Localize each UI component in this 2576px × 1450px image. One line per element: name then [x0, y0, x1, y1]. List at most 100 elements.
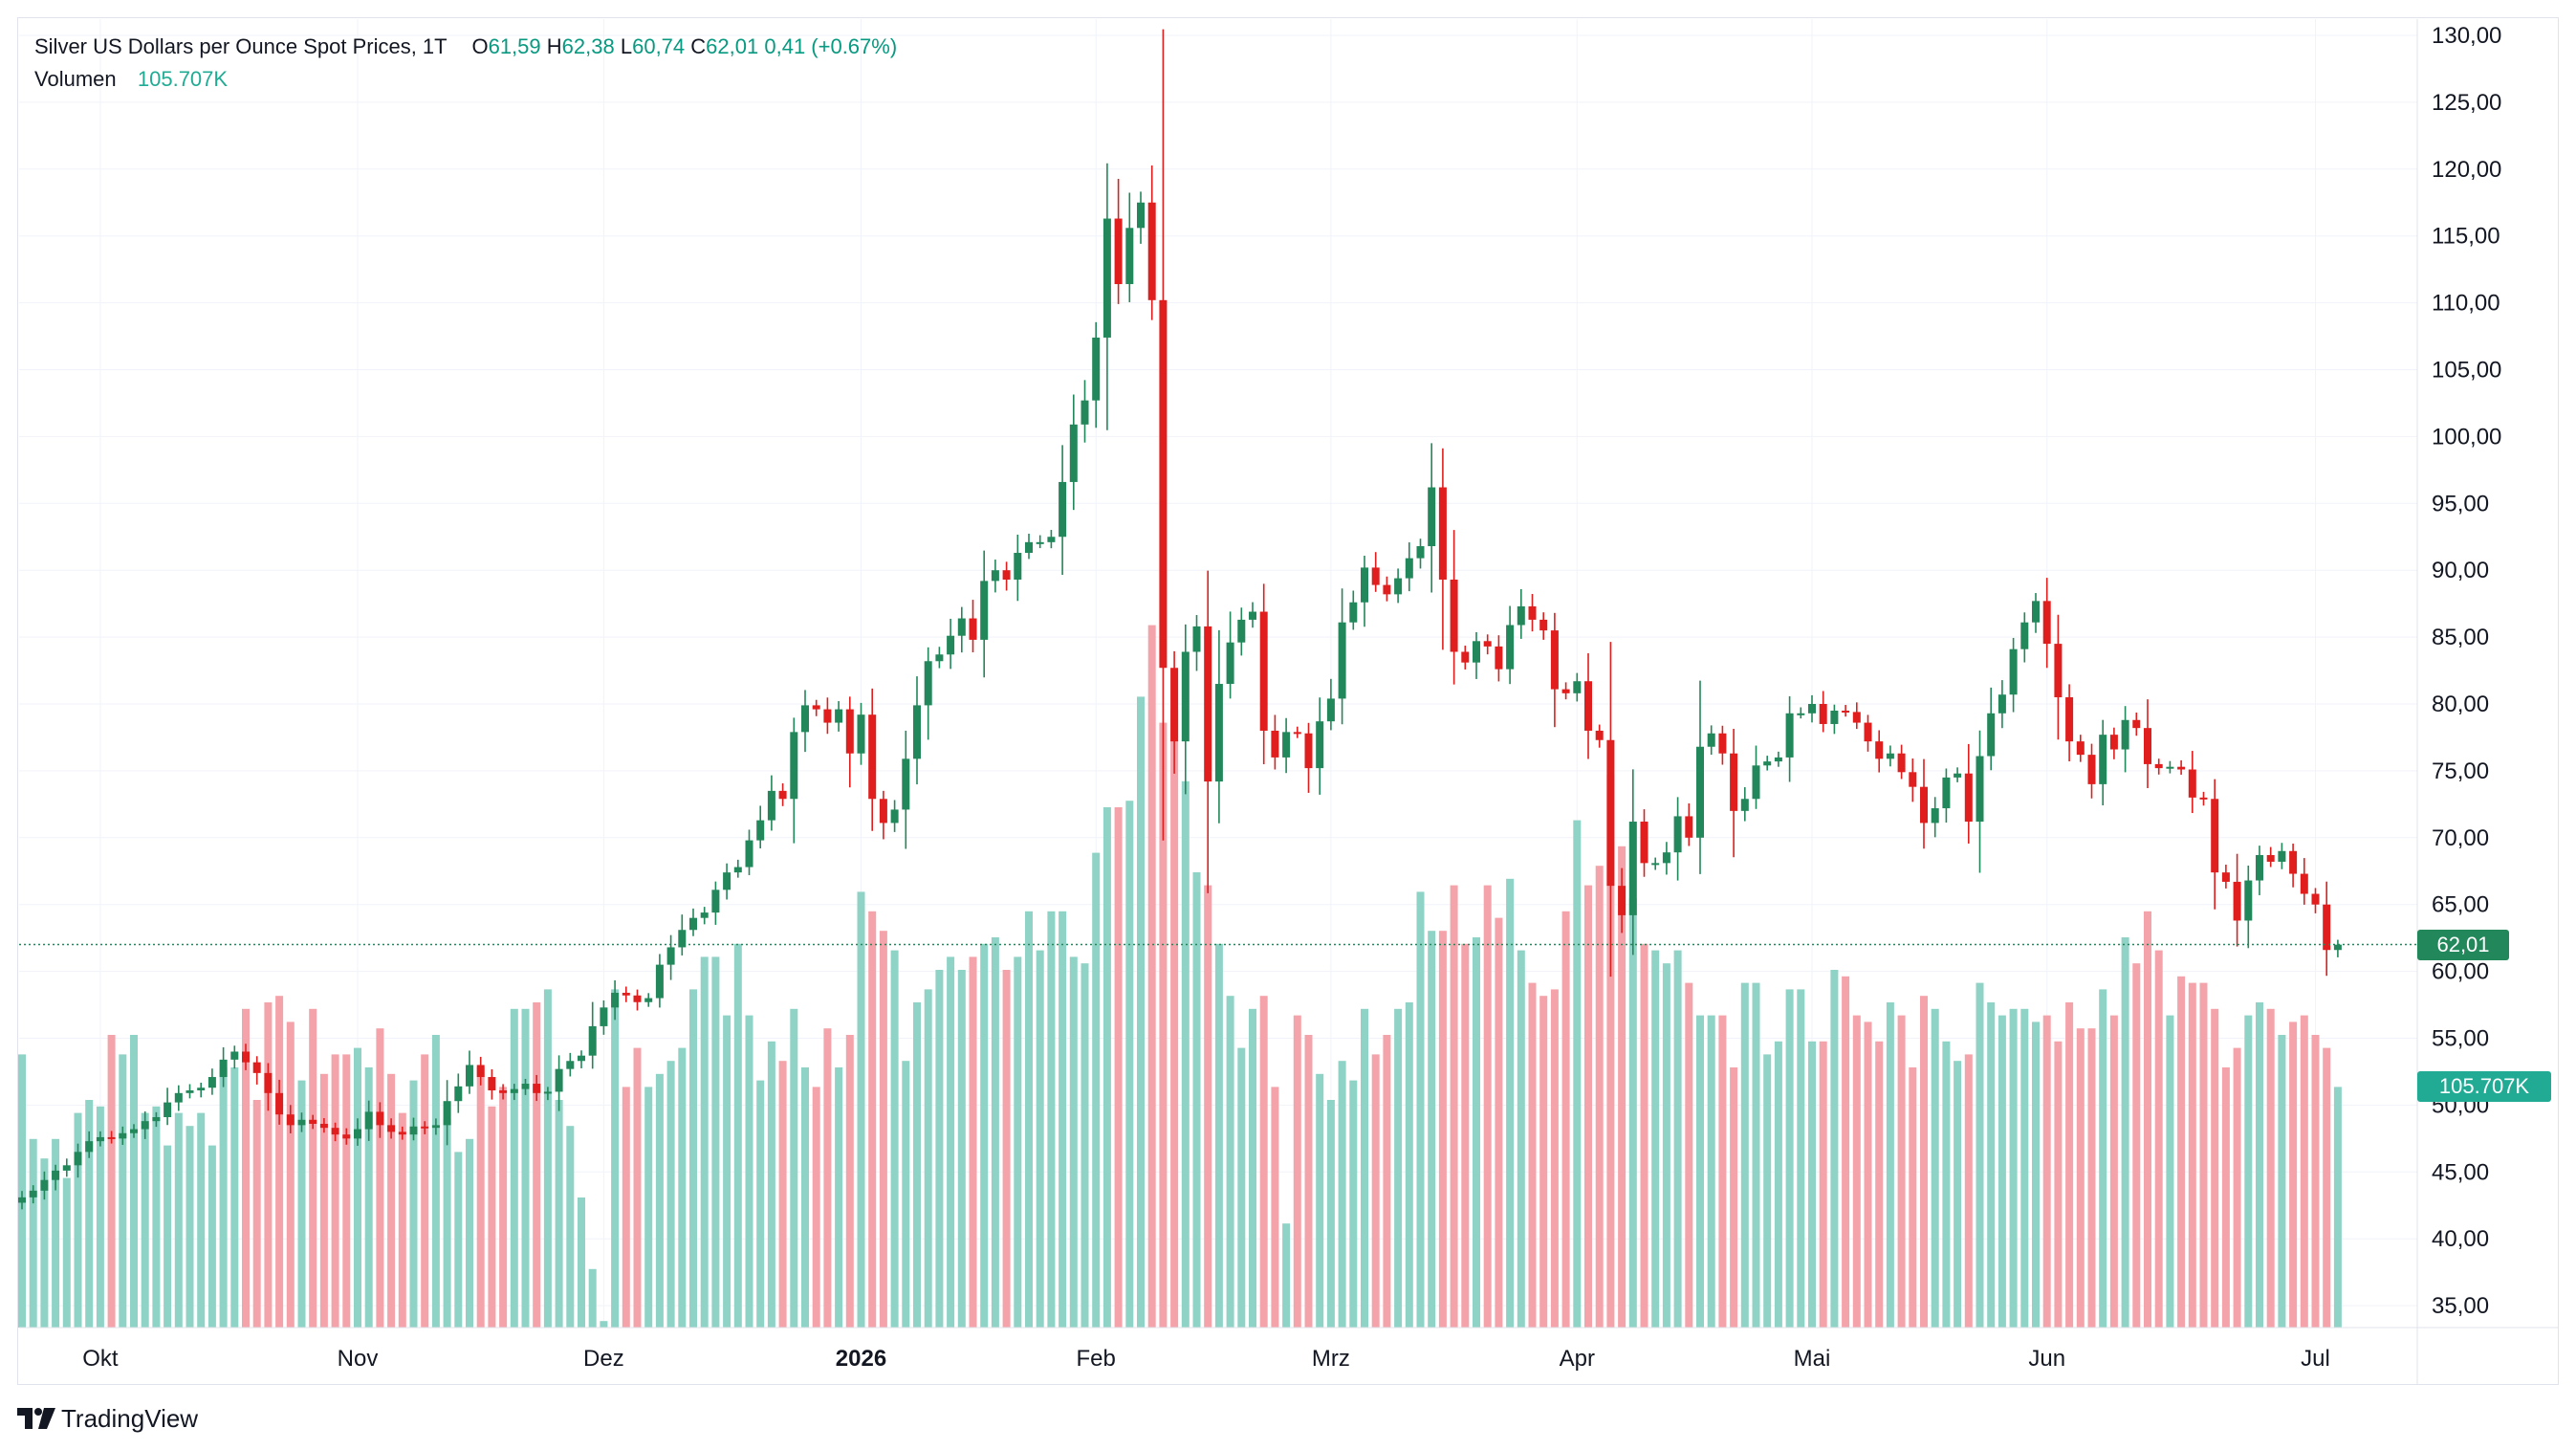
volume-bar: [902, 1061, 910, 1328]
chart-frame[interactable]: [17, 17, 2559, 1385]
x-tick-label: Mrz: [1312, 1346, 1350, 1372]
legend-volume-label: Volumen: [34, 67, 117, 91]
volume-bar: [488, 1106, 496, 1328]
volume-bar: [2266, 1008, 2275, 1328]
volume-bar: [1237, 1047, 1246, 1328]
volume-bar: [1673, 950, 1682, 1328]
candle-body: [1931, 808, 1939, 824]
volume-bar: [1036, 950, 1044, 1328]
candle-body: [1718, 733, 1727, 754]
tradingview-logo[interactable]: TradingView: [17, 1402, 198, 1435]
volume-bar: [711, 956, 720, 1328]
candle-body: [756, 820, 765, 841]
volume-bar: [1349, 1080, 1358, 1328]
candle-body: [1954, 773, 1962, 778]
candle-body: [2244, 880, 2253, 921]
candle-body: [1316, 721, 1324, 769]
candle-body: [1897, 753, 1906, 773]
candle-body: [1797, 713, 1805, 715]
volume-bar: [219, 1067, 228, 1328]
candle-body: [622, 992, 630, 996]
candle-body: [644, 998, 653, 1002]
candle-body: [991, 570, 999, 582]
volume-bar: [1819, 1041, 1827, 1328]
volume-bar: [1249, 1008, 1256, 1328]
candle-body: [868, 714, 877, 800]
candle-body: [443, 1101, 451, 1126]
candle-body: [264, 1072, 273, 1093]
candle-body: [219, 1059, 228, 1078]
candle-body: [1428, 487, 1436, 547]
volume-bar: [510, 1008, 518, 1328]
volume-bar: [2009, 1008, 2018, 1328]
legend-symbol: Silver US Dollars per Ounce Spot Prices,…: [34, 34, 448, 58]
volume-bar: [790, 1008, 798, 1328]
volume-bar: [1685, 982, 1693, 1328]
volume-bar: [107, 1035, 116, 1328]
candle-body: [1763, 761, 1772, 766]
candle-body: [96, 1136, 104, 1142]
candle-body: [700, 912, 709, 918]
candle-body: [197, 1088, 206, 1091]
candle-body: [130, 1129, 138, 1133]
candle-body: [1237, 619, 1246, 643]
volume-bar: [666, 1061, 675, 1328]
candle-body: [488, 1077, 496, 1091]
candle-body: [1651, 863, 1660, 866]
volume-bar: [1428, 931, 1436, 1328]
candle-body: [1707, 733, 1715, 747]
candle-body: [666, 947, 675, 965]
candle-body: [207, 1077, 216, 1088]
volume-bar: [823, 1028, 832, 1328]
candle-body: [1864, 722, 1872, 742]
y-tick-label: 95,00: [2432, 491, 2489, 516]
candle-body: [2266, 854, 2275, 862]
volume-bar: [1137, 696, 1145, 1328]
candle-body: [890, 809, 899, 824]
y-tick-label: 130,00: [2432, 23, 2501, 49]
volume-bar: [868, 911, 877, 1328]
candle-body: [1092, 337, 1101, 401]
candle-body: [2076, 741, 2085, 756]
volume-bar: [197, 1112, 206, 1328]
volume-bar: [1259, 996, 1268, 1328]
y-tick-label: 80,00: [2432, 692, 2489, 717]
candle-body: [252, 1062, 261, 1073]
candle-body: [1920, 786, 1928, 824]
volume-bar: [1696, 1015, 1704, 1328]
y-tick-label: 120,00: [2432, 157, 2501, 183]
candle-body: [466, 1065, 473, 1087]
volume-bar: [1997, 1015, 2006, 1328]
candle-body: [1114, 218, 1123, 285]
volume-bar: [845, 1035, 854, 1328]
candle-body: [409, 1126, 418, 1135]
volume-bar: [1584, 885, 1592, 1328]
candle-body: [2211, 799, 2219, 873]
volume-bar: [1897, 1015, 1906, 1328]
volume-bar: [689, 989, 697, 1328]
candle-body: [186, 1090, 194, 1093]
volume-bar: [242, 1008, 250, 1328]
y-tick-label: 70,00: [2432, 825, 2489, 851]
volume-bar: [1316, 1073, 1324, 1328]
candle-body: [1506, 625, 1515, 670]
volume-bar: [1730, 1067, 1738, 1328]
candle-body: [835, 709, 843, 723]
candle-body: [1595, 730, 1604, 740]
volume-bar: [421, 1054, 429, 1328]
candle-body: [1875, 741, 1884, 759]
volume-bar: [2244, 1015, 2253, 1328]
volume-bar: [588, 1268, 597, 1328]
candle-body: [421, 1126, 429, 1129]
y-tick-label: 105,00: [2432, 358, 2501, 384]
volume-bar: [644, 1087, 653, 1328]
candle-body: [364, 1111, 373, 1130]
candle-body: [1561, 689, 1570, 693]
candle-body: [2311, 893, 2320, 905]
volume-bar: [1539, 996, 1548, 1328]
volume-bar: [2311, 1035, 2320, 1328]
candle-body: [957, 618, 966, 636]
volume-bar: [2154, 950, 2163, 1328]
volume-bar: [309, 1008, 317, 1328]
